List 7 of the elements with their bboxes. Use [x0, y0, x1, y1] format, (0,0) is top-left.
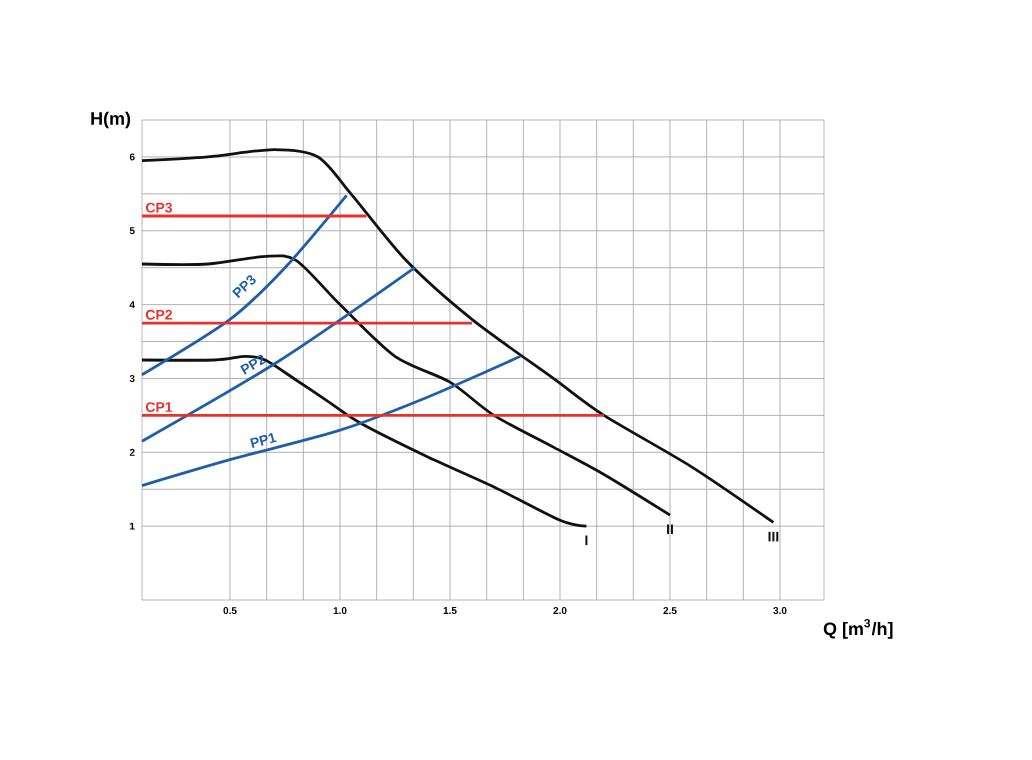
x-axis-title: Q [m$^{3}$/h]: [823, 619, 893, 639]
line-series: [140, 254, 672, 517]
y-axis-title: H(m): [91, 111, 131, 129]
line-series: [140, 193, 348, 377]
line-series: [140, 354, 522, 487]
line-series: [140, 354, 588, 528]
line-series: [140, 148, 775, 524]
